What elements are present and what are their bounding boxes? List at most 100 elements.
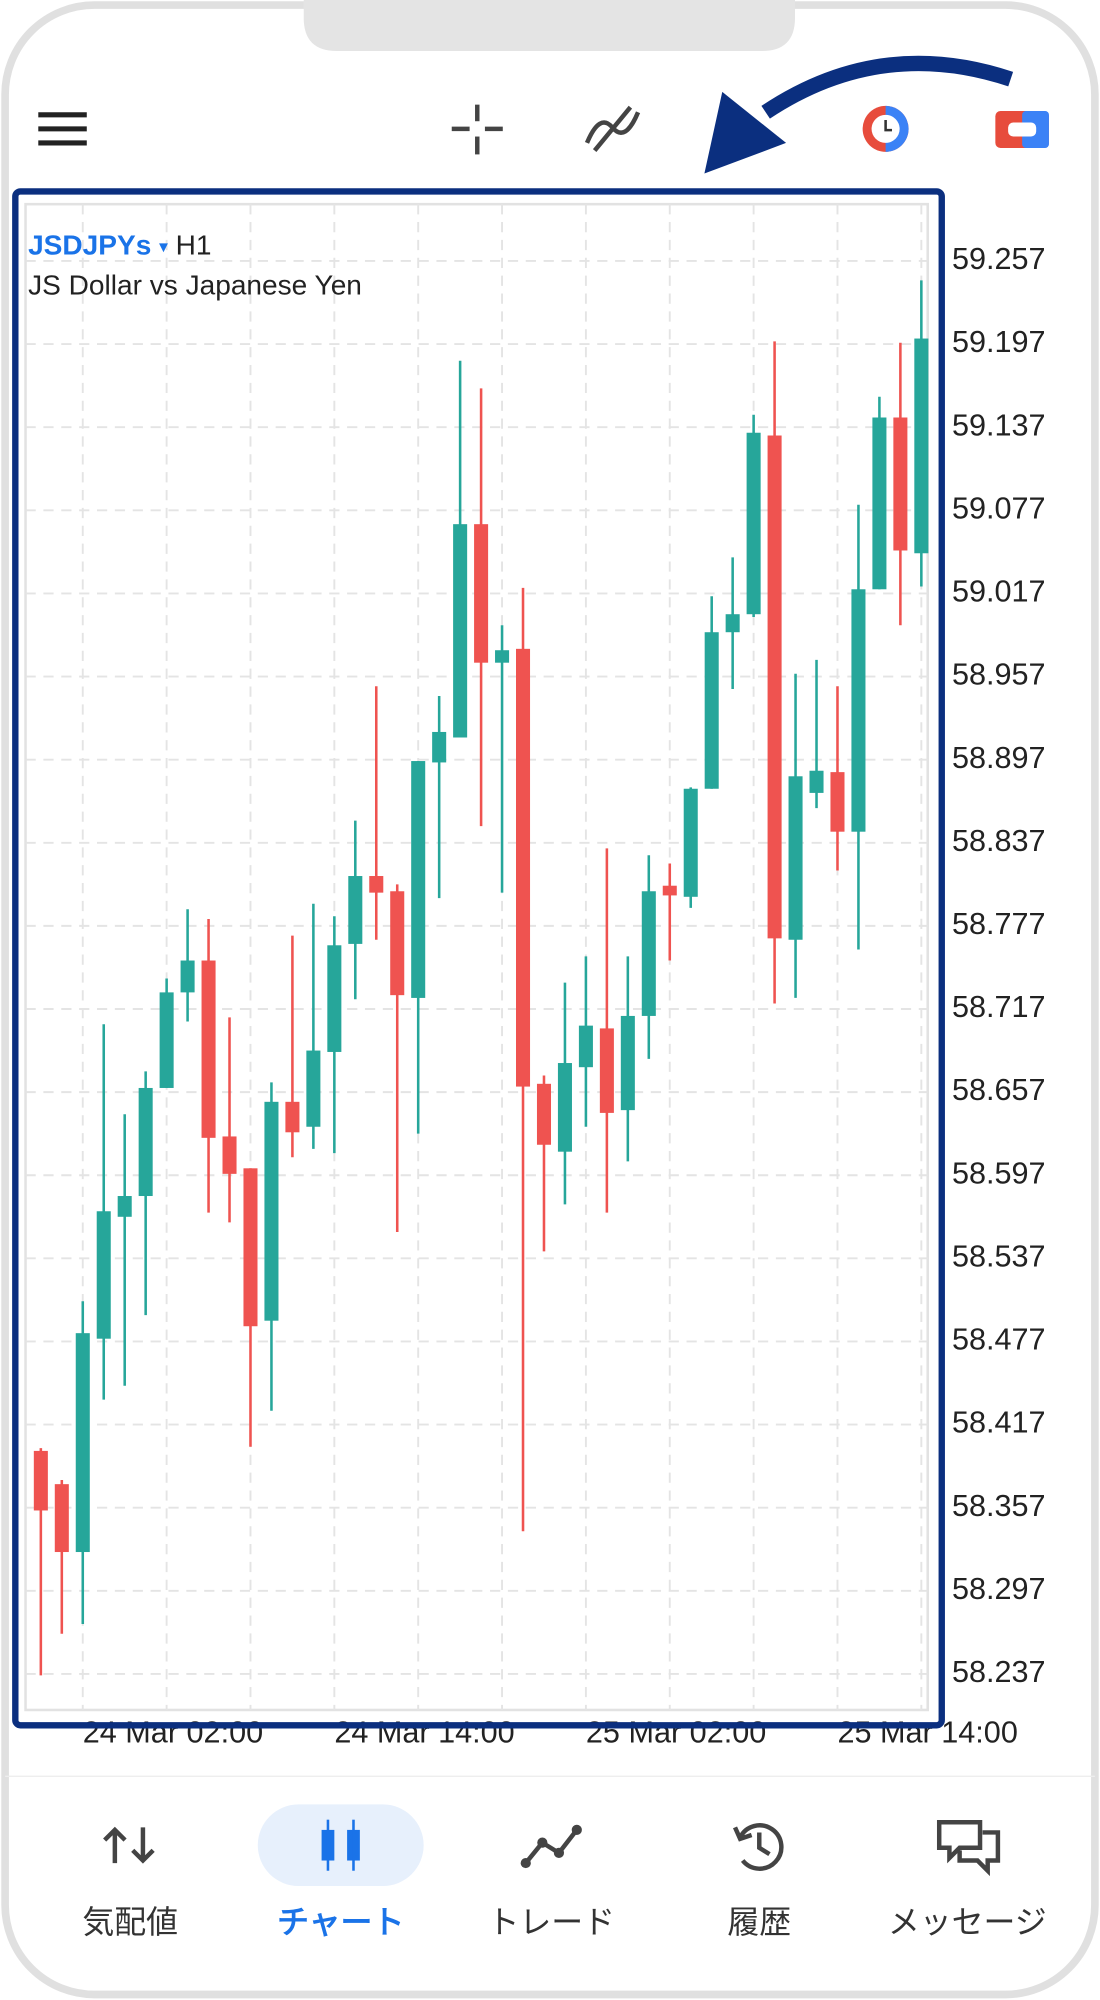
x-tick-label: 24 Mar 14:00 (334, 1715, 514, 1749)
y-tick-label: 58.657 (952, 1073, 1046, 1107)
y-tick-label: 59.197 (952, 325, 1046, 359)
symbol-description: JS Dollar vs Japanese Yen (28, 270, 362, 301)
candle-body (893, 417, 908, 551)
candle-body (327, 945, 342, 1052)
candle-body (516, 648, 531, 1087)
candle-body (662, 885, 677, 896)
nav-tab[interactable]: 気配値 (82, 1904, 178, 1940)
y-tick-label: 58.477 (952, 1323, 1046, 1357)
candle-body (33, 1450, 48, 1511)
nav-tab[interactable]: 履歴 (727, 1904, 791, 1940)
icon-dot (571, 1824, 582, 1836)
candle-body (306, 1050, 321, 1127)
y-tick-label: 58.957 (952, 658, 1046, 692)
y-tick-label: 59.077 (952, 491, 1046, 525)
y-tick-label: 58.837 (952, 824, 1046, 858)
candle-body (243, 1168, 258, 1327)
candle-body (201, 960, 216, 1138)
nav-tab[interactable]: チャート (277, 1904, 404, 1940)
chart: 59.257 59.197 59.137 59.077 59.017 58.957 58.8… (24, 202, 1046, 1749)
candle-body (474, 524, 489, 663)
y-tick-label: 58.717 (952, 990, 1046, 1024)
candle-body (390, 891, 405, 996)
nav-tab[interactable]: メッセージ (888, 1904, 1047, 1940)
icon-dot (520, 1857, 531, 1869)
candle-body (788, 776, 803, 940)
candle-body (557, 1063, 572, 1152)
symbol[interactable]: JSDJPYs (28, 230, 151, 261)
candle-body (641, 891, 656, 1016)
candle-body (159, 992, 174, 1088)
candle-body (746, 432, 761, 615)
menu-button[interactable] (38, 112, 87, 146)
candle-body (117, 1196, 132, 1217)
symbol-header: JSDJPYs ▾ H1 (28, 230, 211, 261)
bottom-nav: 気配値 チャート トレード 履歴 メッセージ (82, 1904, 1046, 1940)
quotes-icon (103, 1826, 155, 1864)
clock-hand (884, 119, 892, 132)
candle-body (222, 1136, 237, 1174)
candle-body (411, 761, 426, 998)
candle-body (704, 632, 719, 789)
y-tick-label: 58.417 (952, 1406, 1046, 1440)
indicator-button[interactable] (584, 105, 641, 152)
pointer-arrow (761, 55, 1014, 119)
plot-area (24, 202, 929, 1712)
candle-body (264, 1101, 279, 1321)
timeframe-button[interactable] (862, 105, 909, 152)
candle-body (767, 435, 782, 939)
candle-body (96, 1211, 111, 1339)
candle-body (578, 1025, 593, 1068)
icon-wick (326, 1819, 330, 1871)
crosshair-button[interactable] (451, 104, 503, 155)
x-tick-label: 25 Mar 02:00 (586, 1715, 766, 1749)
account-chip (1008, 122, 1037, 137)
y-tick-label: 59.257 (952, 242, 1046, 276)
y-tick-label: 58.357 (952, 1489, 1046, 1523)
icon-wick (352, 1819, 355, 1871)
candle-body (851, 589, 866, 832)
candle-body (872, 417, 887, 590)
symbol-dropdown[interactable]: ▾ (159, 236, 168, 256)
y-tick-label: 58.777 (952, 907, 1046, 941)
y-tick-label: 58.537 (952, 1239, 1046, 1273)
candle-body (138, 1087, 153, 1197)
arrow-head (704, 91, 787, 174)
candle-body (725, 614, 740, 633)
account-button[interactable] (995, 111, 1049, 149)
candle-body (914, 338, 929, 554)
y-tick-label: 59.137 (952, 408, 1046, 442)
history-icon (732, 1823, 784, 1871)
candle-body (683, 788, 698, 897)
icon-dot (553, 1847, 565, 1858)
y-tick-label: 58.297 (952, 1572, 1046, 1606)
candle-body (495, 650, 510, 663)
timeframe: H1 (176, 230, 212, 261)
candle-body (75, 1333, 90, 1553)
candle-body (54, 1484, 69, 1553)
candle-body (830, 772, 845, 832)
message-icon (936, 1820, 1001, 1877)
trade-icon (524, 1828, 579, 1865)
candle-body (285, 1101, 300, 1133)
chart-icon (321, 1819, 360, 1871)
y-tick-label: 59.017 (952, 575, 1046, 609)
candle-body (620, 1015, 635, 1111)
candle-body (180, 960, 195, 993)
icon-dot (537, 1837, 548, 1848)
highlight-frame (12, 188, 945, 1729)
candle-body (809, 770, 824, 793)
active-tab-bg (257, 1804, 424, 1887)
candle-body (432, 731, 447, 763)
x-tick-label: 24 Mar 02:00 (83, 1715, 263, 1749)
nav-tab[interactable]: トレード (487, 1904, 615, 1940)
y-tick-label: 58.237 (952, 1655, 1046, 1689)
y-tick-label: 58.597 (952, 1156, 1046, 1190)
x-tick-label: 25 Mar 14:00 (837, 1715, 1017, 1749)
candle-body (348, 876, 363, 944)
candle-body (369, 876, 384, 893)
notch (303, 0, 796, 52)
candle-body (599, 1028, 614, 1113)
